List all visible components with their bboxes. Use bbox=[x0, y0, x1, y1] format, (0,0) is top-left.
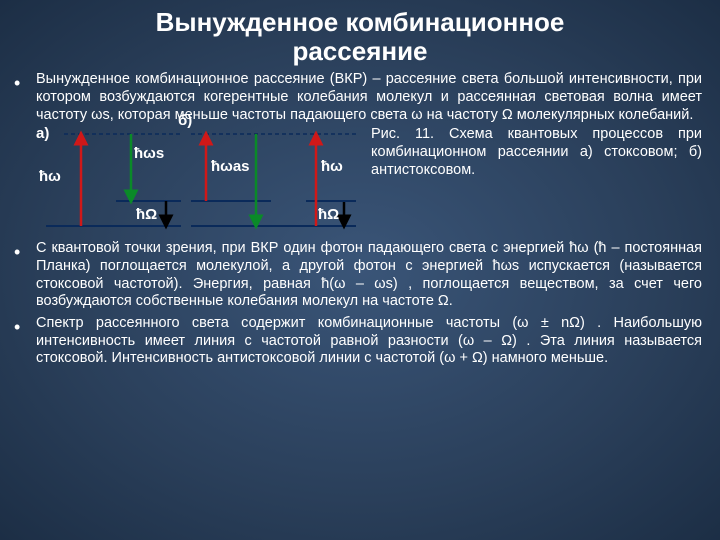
svg-text:ħωs: ħωs bbox=[134, 145, 164, 162]
svg-text:ħΩ: ħΩ bbox=[136, 206, 157, 223]
title-line2: рассеяние bbox=[20, 37, 700, 66]
title-line1: Вынужденное комбинационное bbox=[20, 8, 700, 37]
diagram-a-svg: ħω ħωs ħΩ а) bbox=[36, 126, 186, 234]
svg-text:ħΩ: ħΩ bbox=[318, 206, 339, 223]
diagram-b: ħωas ħω ħΩ б) bbox=[186, 126, 361, 234]
para3: Спектр рассеянного света содержит комбин… bbox=[36, 315, 702, 368]
row-para2: • С квантовой точки зрения, при ВКР один… bbox=[0, 238, 720, 313]
diagram-a: ħω ħωs ħΩ а) bbox=[36, 126, 186, 234]
para1: Вынужденное комбинационное рассеяние (ВК… bbox=[36, 71, 702, 124]
svg-text:ħω: ħω bbox=[321, 158, 343, 175]
row-para3: • Спектр рассеянного света содержит комб… bbox=[0, 313, 720, 370]
figure-caption: Рис. 11. Схема квантовых процессов при к… bbox=[361, 126, 702, 234]
bullet-icon: • bbox=[14, 71, 36, 124]
label-b: б) bbox=[178, 112, 192, 129]
bullet-icon: • bbox=[14, 315, 36, 368]
diagram-and-caption: ħω ħωs ħΩ а) ħωas ħω ħΩ bbox=[0, 126, 720, 238]
svg-text:а): а) bbox=[36, 126, 49, 142]
diagram-b-svg: ħωas ħω ħΩ bbox=[186, 126, 361, 234]
para2: С квантовой точки зрения, при ВКР один ф… bbox=[36, 240, 702, 311]
row-para1: • Вынужденное комбинационное рассеяние (… bbox=[0, 69, 720, 126]
svg-text:ħω: ħω bbox=[39, 168, 61, 185]
bullet-icon: • bbox=[14, 240, 36, 311]
svg-text:ħωas: ħωas bbox=[211, 158, 250, 175]
page-title: Вынужденное комбинационное рассеяние bbox=[0, 0, 720, 69]
